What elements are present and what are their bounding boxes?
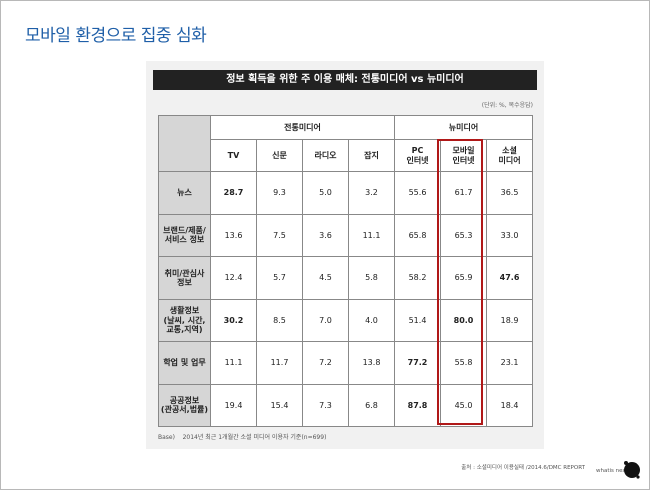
row-label: 학업 및 업무 [158, 341, 211, 385]
row-label: 생활정보 (날씨, 시간, 교통,지역) [158, 298, 211, 342]
table-cell: 45.0 [440, 383, 487, 427]
column-header: 라디오 [302, 139, 349, 172]
table-cell: 23.1 [485, 341, 534, 385]
logo-text: whatis next [596, 468, 629, 474]
table-cell: 7.2 [302, 341, 349, 385]
logo: whatis next [596, 461, 640, 479]
table-cell: 77.2 [394, 341, 441, 385]
table-cell: 58.2 [394, 256, 441, 300]
table-cell: 11.1 [348, 213, 395, 257]
column-header: 소셜 미디어 [485, 139, 534, 172]
table-cell: 5.7 [256, 256, 303, 300]
logo-ink-blot [624, 462, 640, 478]
table-cell: 4.0 [348, 298, 395, 342]
table-row: 브랜드/제품/ 서비스 정보 13.6 7.5 3.6 11.1 65.8 65.3 33.0 [158, 213, 534, 257]
table-cell: 6.8 [348, 383, 395, 427]
table-cell: 7.5 [256, 213, 303, 257]
table-cell: 28.7 [210, 171, 257, 215]
table-cell: 61.7 [440, 171, 487, 215]
table-row: 생활정보 (날씨, 시간, 교통,지역) 30.2 8.5 7.0 4.0 51.4 80.… [158, 298, 534, 342]
table-cell: 7.3 [302, 383, 349, 427]
column-header-row: TV 신문 라디오 잡지 PC 인터넷 모바일 인터넷 소셜 미디어 [159, 139, 534, 172]
column-header: 모바일 인터넷 [440, 139, 487, 172]
base-label: Base) [158, 434, 175, 441]
table-cell: 65.9 [440, 256, 487, 300]
table-cell: 19.4 [210, 383, 257, 427]
base-note-text: 2014년 최근 1개월간 소셜 미디어 이용자 기준(n=699) [182, 434, 327, 441]
row-label: 뉴스 [158, 171, 211, 215]
unit-note: (단위: %, 복수응답) [481, 102, 533, 109]
table-row: 취미/관심사 정보 12.4 5.7 4.5 5.8 58.2 65.9 47.6 [158, 256, 534, 300]
table-cell: 87.8 [394, 383, 441, 427]
table-cell: 13.8 [348, 341, 395, 385]
column-header: TV [210, 139, 257, 172]
page-title: 모바일 환경으로 집중 심화 [25, 26, 207, 46]
table-cell: 7.0 [302, 298, 349, 342]
table-row: 공공정보 (관공서,법률) 19.4 15.4 7.3 6.8 87.8 45.0 18.4 [158, 383, 534, 427]
table-cell: 11.7 [256, 341, 303, 385]
table-cell: 36.5 [485, 171, 534, 215]
table-cell: 4.5 [302, 256, 349, 300]
table-cell: 5.8 [348, 256, 395, 300]
table-title: 정보 획득을 위한 주 이용 매체: 전통미디어 vs 뉴미디어 [153, 70, 537, 90]
source-note: 출처 : 소셜미디어 이용실태 /2014.6/DMC REPORT [461, 465, 585, 471]
table-cell: 55.6 [394, 171, 441, 215]
table-row: 뉴스 28.7 9.3 5.0 3.2 55.6 61.7 36.5 [158, 171, 534, 215]
table-body: 뉴스 28.7 9.3 5.0 3.2 55.6 61.7 36.5 브랜드/제품/ 서비스 정… [158, 171, 534, 427]
corner-cell [158, 115, 211, 172]
base-note: Base) 2014년 최근 1개월간 소셜 미디어 이용자 기준(n=699) [158, 432, 326, 441]
table-cell: 15.4 [256, 383, 303, 427]
group-new: 뉴미디어 [393, 115, 534, 140]
table-cell: 47.6 [485, 256, 534, 300]
row-label: 취미/관심사 정보 [158, 256, 211, 300]
row-label: 브랜드/제품/ 서비스 정보 [158, 213, 211, 257]
group-traditional: 전통미디어 [210, 115, 395, 140]
table-cell: 18.4 [485, 383, 534, 427]
table-cell: 55.8 [440, 341, 487, 385]
table-cell: 3.6 [302, 213, 349, 257]
row-label: 공공정보 (관공서,법률) [158, 383, 211, 427]
table-cell: 51.4 [394, 298, 441, 342]
table-cell: 30.2 [210, 298, 257, 342]
table-cell: 3.2 [348, 171, 395, 215]
table-row: 학업 및 업무 11.1 11.7 7.2 13.8 77.2 55.8 23.1 [158, 341, 534, 385]
column-header: PC 인터넷 [394, 139, 441, 172]
table-cell: 5.0 [302, 171, 349, 215]
table-cell: 11.1 [210, 341, 257, 385]
column-header: 잡지 [348, 139, 395, 172]
table-cell: 18.9 [485, 298, 534, 342]
media-usage-table: 전통미디어 뉴미디어 TV 신문 라디오 잡지 PC 인터넷 모바일 인터넷 소셜 미디어 … [158, 115, 534, 427]
table-cell: 65.8 [394, 213, 441, 257]
table-cell: 9.3 [256, 171, 303, 215]
column-header: 신문 [256, 139, 303, 172]
table-cell: 8.5 [256, 298, 303, 342]
table-cell: 13.6 [210, 213, 257, 257]
table-cell: 65.3 [440, 213, 487, 257]
table-cell: 80.0 [440, 298, 487, 342]
table-cell: 12.4 [210, 256, 257, 300]
table-cell: 33.0 [485, 213, 534, 257]
